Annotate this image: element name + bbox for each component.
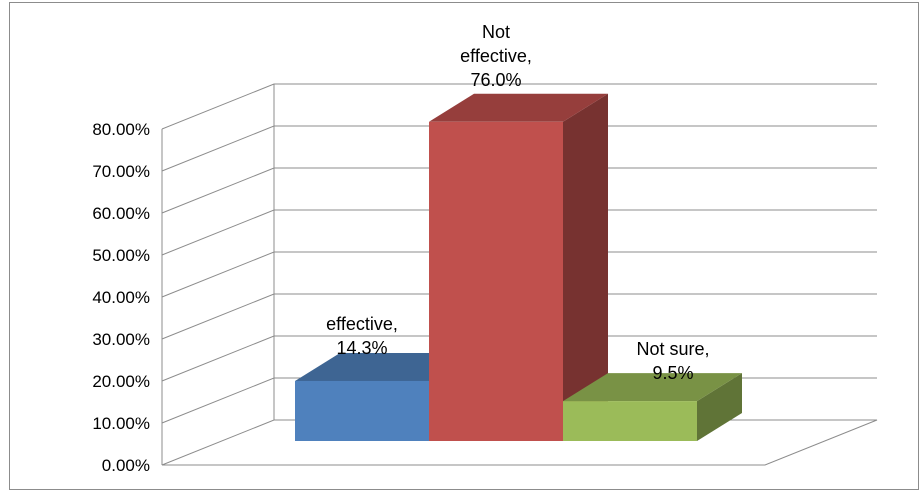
data-label-line: 9.5% — [652, 363, 693, 383]
bar-3 — [563, 373, 742, 441]
gridline — [161, 83, 877, 130]
data-label-line: effective, — [326, 314, 398, 334]
y-tick-label: 70.00% — [92, 162, 150, 181]
y-axis-tick-labels: 0.00% 10.00% 20.00% 30.00% 40.00% 50.00% 60.00… — [92, 120, 150, 475]
gridline — [161, 125, 877, 172]
bar-2 — [429, 93, 608, 442]
data-label-2: Not effective, 76.0% — [460, 22, 532, 90]
data-label-line: 76.0% — [470, 70, 521, 90]
y-tick-label: 60.00% — [92, 204, 150, 223]
gridline — [161, 209, 877, 256]
gridline — [161, 251, 877, 298]
gridline — [161, 335, 877, 382]
data-label-line: Not — [482, 22, 510, 42]
gridline — [161, 167, 877, 214]
data-label-line: 14.3% — [336, 338, 387, 358]
bars — [295, 93, 742, 442]
floor — [161, 419, 878, 466]
y-tick-label: 50.00% — [92, 246, 150, 265]
gridlines — [161, 83, 877, 424]
y-tick-label: 10.00% — [92, 414, 150, 433]
bar-side — [563, 93, 608, 442]
bar-front — [295, 380, 429, 441]
data-labels: effective, 14.3% Not effective, 76.0% Not sur… — [326, 22, 709, 383]
data-label-3: Not sure, 9.5% — [636, 339, 709, 383]
y-tick-label: 0.00% — [102, 456, 150, 475]
data-label-1: effective, 14.3% — [326, 314, 398, 358]
y-tick-label: 30.00% — [92, 330, 150, 349]
bar-side — [697, 373, 742, 441]
y-tick-label: 40.00% — [92, 288, 150, 307]
bar-top — [563, 373, 742, 402]
data-label-line: Not sure, — [636, 339, 709, 359]
bar-front — [563, 401, 697, 441]
bar-front — [429, 121, 563, 442]
data-label-line: effective, — [460, 46, 532, 66]
y-tick-label: 80.00% — [92, 120, 150, 139]
y-tick-label: 20.00% — [92, 372, 150, 391]
bar-top — [429, 93, 608, 122]
gridline — [161, 293, 877, 340]
